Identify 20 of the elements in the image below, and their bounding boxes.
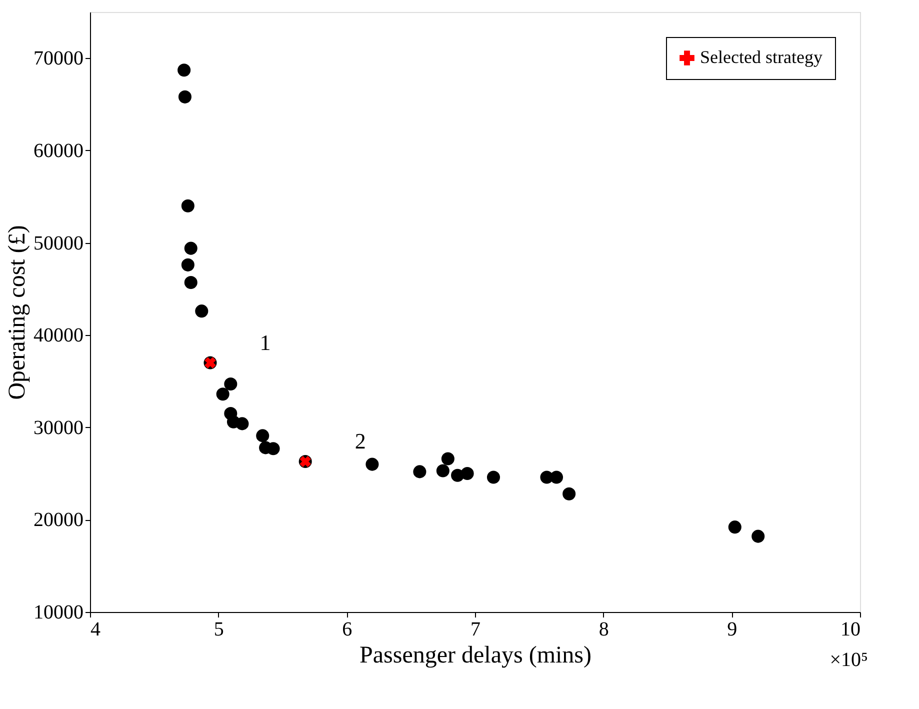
x-tick-label: 6	[342, 618, 352, 640]
x-tick-label: 5	[214, 618, 224, 640]
legend-label: Selected strategy	[700, 47, 822, 67]
y-tick-label: 20000	[34, 509, 84, 532]
text: ×10⁵	[830, 649, 868, 671]
annotation: 1	[260, 330, 271, 355]
x-tick-label: 7	[470, 618, 480, 640]
y-tick-label: 40000	[34, 324, 84, 347]
y-axis-title: Operating cost (£)	[4, 225, 30, 400]
x-tick-label: 8	[598, 618, 609, 640]
annotation: 2	[354, 428, 366, 454]
y-tick-label: 10000	[34, 602, 84, 624]
y-tick-label: 60000	[34, 140, 84, 162]
y-tick-label: 70000	[34, 48, 84, 70]
y-tick-label: 50000	[34, 232, 84, 254]
x-tick-label: 10	[840, 618, 860, 640]
x-tick-label: 4	[90, 618, 100, 640]
y-tick-label: 30000	[34, 416, 84, 439]
x-axis-title: Passenger delays (mins)	[360, 642, 592, 668]
x-tick-label: 9	[727, 618, 738, 640]
